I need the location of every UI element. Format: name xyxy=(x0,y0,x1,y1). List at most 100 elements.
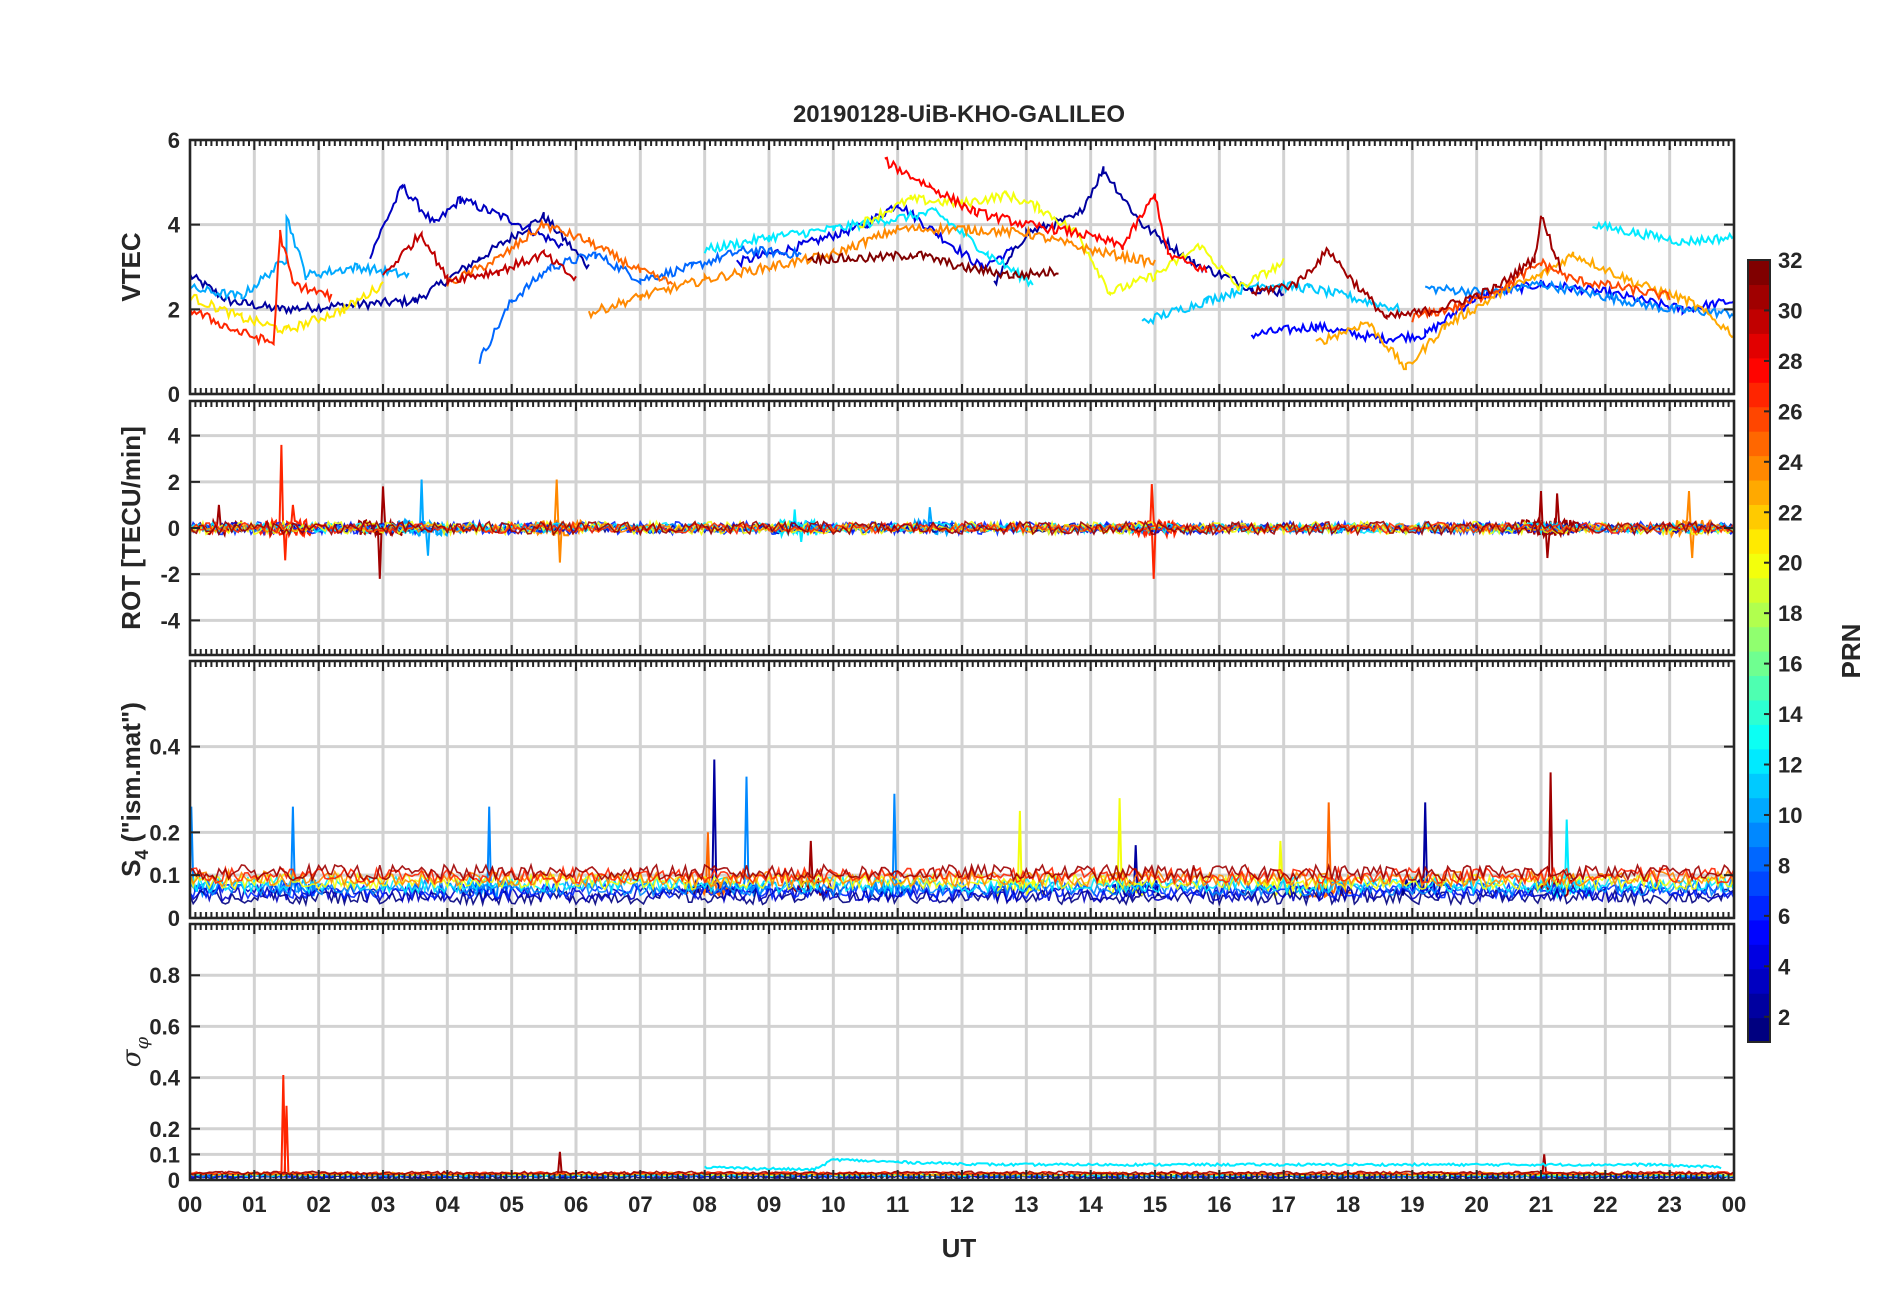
colorbar-cell xyxy=(1748,1017,1770,1043)
series-line xyxy=(478,245,802,364)
colorbar-cell xyxy=(1748,724,1770,750)
colorbar-tick-label: 28 xyxy=(1778,349,1802,374)
colorbar-cell xyxy=(1748,773,1770,799)
x-tick-label: 05 xyxy=(499,1192,523,1217)
x-tick-label: 00 xyxy=(178,1192,202,1217)
x-tick-label: 04 xyxy=(435,1192,460,1217)
y-ticks xyxy=(190,139,1734,395)
colorbar-tick-label: 24 xyxy=(1778,450,1803,475)
y-axis-label: ROT [TECU/min] xyxy=(116,426,146,630)
x-tick-label: 21 xyxy=(1529,1192,1553,1217)
colorbar-label: PRN xyxy=(1836,624,1866,679)
y-tick-label: 0.4 xyxy=(149,1066,180,1091)
y-tick-label: -2 xyxy=(160,562,180,587)
y-ticks xyxy=(190,974,1734,1181)
x-tick-label: 14 xyxy=(1078,1192,1103,1217)
x-tick-label: 06 xyxy=(564,1192,588,1217)
series-line xyxy=(703,206,1034,288)
colorbar-tick-label: 26 xyxy=(1778,399,1802,424)
series-line xyxy=(1592,220,1734,247)
series-group xyxy=(190,444,1734,579)
series-group xyxy=(190,156,1734,371)
series-line xyxy=(190,229,333,347)
x-tick-label: 00 xyxy=(1722,1192,1746,1217)
colorbar-tick-label: 12 xyxy=(1778,753,1802,778)
series-line xyxy=(369,183,564,260)
y-tick-label: 0.6 xyxy=(149,1014,180,1039)
colorbar-tick-label: 6 xyxy=(1778,904,1790,929)
colorbar-cell xyxy=(1748,748,1770,774)
x-tick-label: 19 xyxy=(1400,1192,1424,1217)
y-tick-label: 2 xyxy=(168,470,180,495)
y-axis-label: VTEC xyxy=(116,232,146,302)
y-tick-label: 0 xyxy=(168,1168,180,1193)
colorbar-tick-label: 16 xyxy=(1778,652,1802,677)
y-tick-label: 0.2 xyxy=(149,820,180,845)
colorbar-cell xyxy=(1748,675,1770,701)
noise-trace xyxy=(190,520,1734,536)
x-tick-label: 20 xyxy=(1464,1192,1488,1217)
series-spikes xyxy=(259,1074,310,1178)
y-tick-label: 4 xyxy=(168,424,181,449)
colorbar-tick-label: 22 xyxy=(1778,500,1802,525)
colorbar-tick-label: 32 xyxy=(1778,248,1802,273)
colorbar-cell xyxy=(1748,968,1770,994)
colorbar-cell xyxy=(1748,651,1770,677)
x-tick-label: 02 xyxy=(306,1192,330,1217)
colorbar-tick-label: 10 xyxy=(1778,803,1802,828)
colorbar-cell xyxy=(1748,993,1770,1019)
x-tick-label: 22 xyxy=(1593,1192,1617,1217)
series-line xyxy=(587,221,1156,320)
x-tick-label: 11 xyxy=(886,1192,909,1217)
colorbar-tick-label: 4 xyxy=(1778,954,1791,979)
colorbar-cell xyxy=(1748,626,1770,652)
colorbar-cell xyxy=(1748,455,1770,481)
x-ticks xyxy=(189,140,1735,394)
chart-title: 20190128-UiB-KHO-GALILEO xyxy=(793,101,1125,128)
y-tick-label: 2 xyxy=(168,297,180,322)
y-tick-label: 6 xyxy=(168,128,180,153)
series-line xyxy=(382,229,577,285)
series-spikes xyxy=(195,486,1581,579)
y-tick-label: 0.4 xyxy=(149,735,180,760)
x-ticks xyxy=(189,401,1735,655)
x-tick-label: 08 xyxy=(692,1192,716,1217)
noise-trace xyxy=(190,519,1734,537)
y-axis-label-sub: 4 xyxy=(132,850,152,860)
series-line xyxy=(704,1157,1722,1175)
x-tick-label: 01 xyxy=(242,1192,266,1217)
colorbar-cell xyxy=(1748,553,1770,579)
colorbar-cell xyxy=(1748,333,1770,359)
colorbar-cell xyxy=(1748,944,1770,970)
x-tick-label: 17 xyxy=(1271,1192,1295,1217)
colorbar-cell xyxy=(1748,260,1770,286)
colorbar-tick-label: 8 xyxy=(1778,853,1790,878)
colorbar-cell xyxy=(1748,284,1770,310)
series-line xyxy=(993,166,1285,298)
series-line xyxy=(858,189,1285,297)
y-tick-label: 0.1 xyxy=(149,863,180,888)
series-spikes xyxy=(257,444,1178,579)
colorbar-cell xyxy=(1748,504,1770,530)
colorbar-cell xyxy=(1748,895,1770,921)
colorbar-cell xyxy=(1748,699,1770,725)
noise-trace xyxy=(190,867,1734,889)
series-spikes xyxy=(398,479,954,556)
y-tick-label: 0 xyxy=(168,382,180,407)
y-tick-label: 4 xyxy=(168,213,181,238)
x-tick-label: 03 xyxy=(371,1192,395,1217)
y-axis-label-sub: φ xyxy=(132,1036,153,1049)
y-tick-label: -4 xyxy=(160,608,180,633)
y-axis-label-rest: ("ism.mat") xyxy=(116,702,146,849)
y-tick-label: 0.1 xyxy=(149,1142,180,1167)
x-tick-label: 13 xyxy=(1014,1192,1038,1217)
colorbar-cell xyxy=(1748,919,1770,945)
noise-trace xyxy=(190,518,1734,538)
panel-3: 00.10.2 0.4 0.6 0.8 σφ xyxy=(117,922,1736,1193)
colorbar-frame xyxy=(1747,259,1771,1043)
colorbar-cell xyxy=(1748,797,1770,823)
y-axis-label: S4 ("ism.mat") xyxy=(116,702,152,877)
